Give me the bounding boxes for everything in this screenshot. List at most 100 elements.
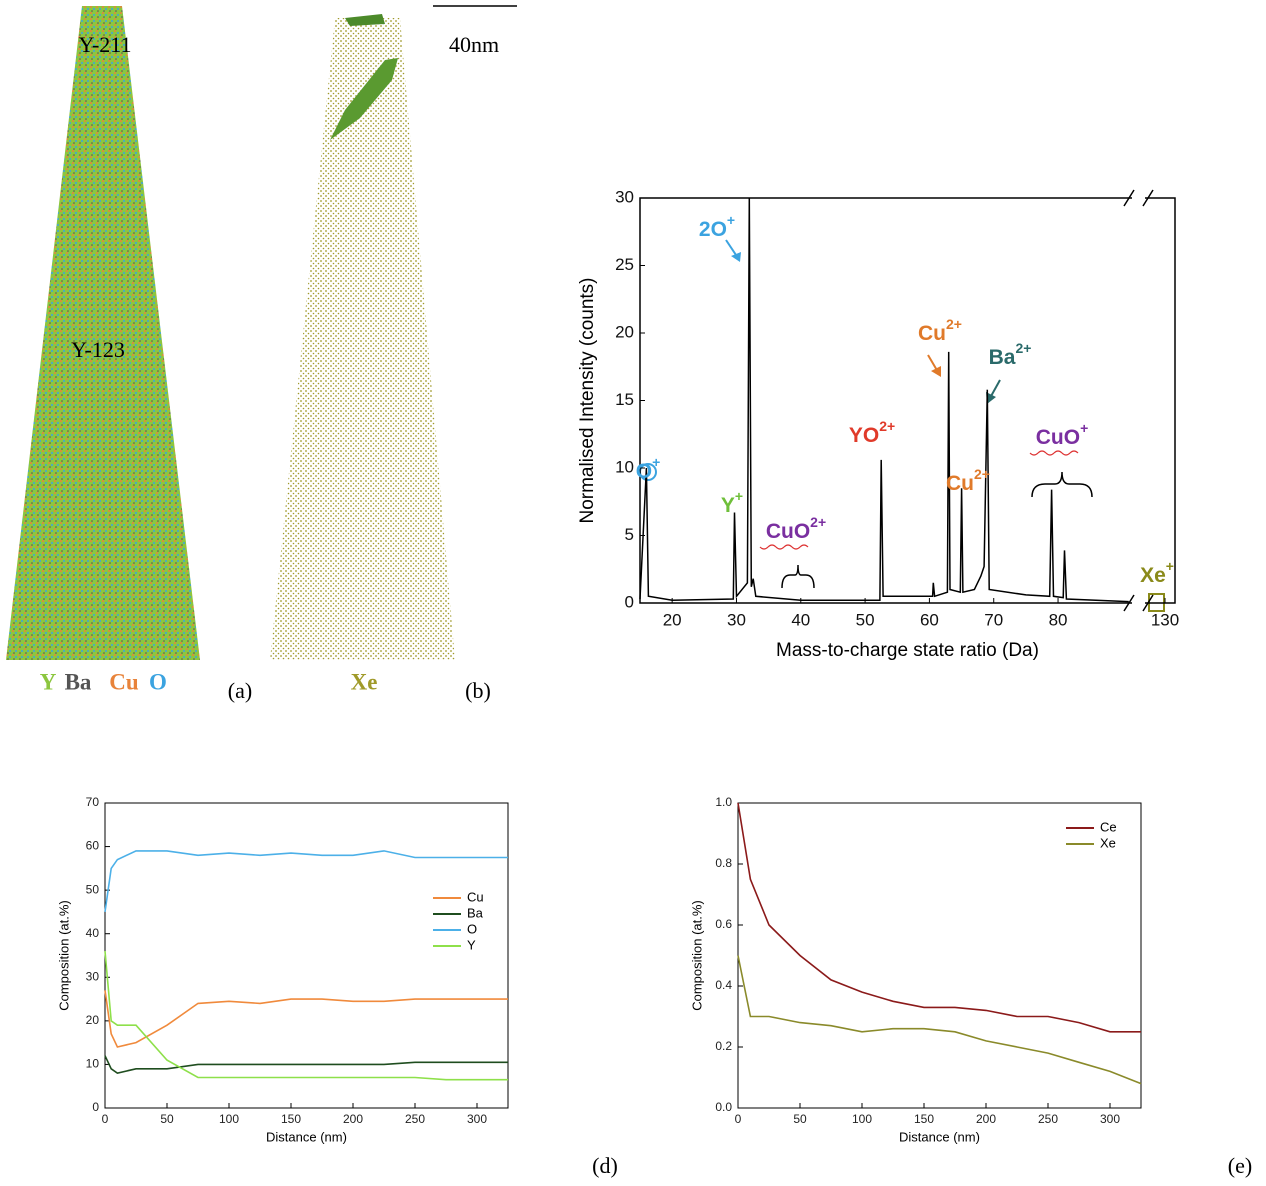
x-tick-label: 300 <box>467 1112 487 1126</box>
peak-charge: + <box>652 454 660 470</box>
peak-label: CuO2+ <box>766 514 826 543</box>
peak-charge: + <box>727 212 735 228</box>
y-tick-label: 0.6 <box>715 917 732 931</box>
peak-label: Cu2+ <box>918 316 962 345</box>
panel-tag: (a) <box>228 678 252 703</box>
isosurface <box>345 14 385 26</box>
x-tick-label: 200 <box>343 1112 363 1126</box>
chart: 0 50 100 150 200 250 300 0 10 20 30 40 50 60 70 Distanc… <box>56 795 509 1144</box>
x-tick-label: 0 <box>735 1112 742 1126</box>
series-line <box>104 990 508 1048</box>
peak-label: Xe+ <box>1140 558 1174 587</box>
y-axis-label: Composition (at.%) <box>689 900 704 1011</box>
legend-label: Cu <box>467 889 484 904</box>
peak-ion: O <box>636 460 652 483</box>
x-tick-label: 250 <box>1038 1112 1058 1126</box>
y-tick-label: 0 <box>625 592 634 611</box>
x-tick-label: 300 <box>1100 1112 1120 1126</box>
peak-charge: + <box>735 488 743 504</box>
peak-ion: Xe <box>1140 564 1166 587</box>
series-line <box>737 802 1141 1033</box>
series-line <box>737 955 1142 1085</box>
chart: 0 50 100 150 200 250 300 0.0 0.2 0.4 0.6 0.8 1.0 Dist… <box>689 795 1142 1144</box>
y-axis-label: Composition (at.%) <box>56 900 71 1011</box>
legend-entry: Y <box>40 669 57 694</box>
legend-label: Ce <box>1100 819 1117 834</box>
legend-entry: O <box>149 669 167 694</box>
x-tick-label: 50 <box>856 610 875 629</box>
y-tick-label: 1.0 <box>715 795 732 809</box>
peak-label: Y+ <box>721 488 743 517</box>
peak-label: O+ <box>636 454 661 483</box>
x-tick-label: 50 <box>160 1112 174 1126</box>
y-tick-label: 20 <box>615 322 634 341</box>
legend-label: Xe <box>1100 835 1116 850</box>
x-axis-label: Mass-to-charge state ratio (Da) <box>776 640 1039 661</box>
axis-frame <box>639 197 1176 604</box>
y-tick-label: 30 <box>86 969 100 983</box>
y-tick-label: 0.8 <box>715 856 732 870</box>
peak-ion: 2O <box>699 218 727 241</box>
peak-charge: + <box>1166 558 1174 574</box>
x-tick-label: 50 <box>793 1112 807 1126</box>
y-tick-label: 20 <box>86 1013 100 1027</box>
legend-label: Ba <box>467 905 484 920</box>
peak-ion: Cu <box>946 472 974 495</box>
isosurface <box>330 58 398 140</box>
legend-entry: Cu <box>109 669 139 694</box>
x-tick-label: 20 <box>663 610 682 629</box>
peak-charge: 2+ <box>946 316 962 332</box>
peak-label: CuO+ <box>1036 420 1089 449</box>
y-tick-label: 10 <box>615 457 634 476</box>
x-tick-label: 40 <box>791 610 810 629</box>
y-axis-label: Normalised Intensity (counts) <box>577 277 598 523</box>
y-tick-label: 30 <box>615 187 634 206</box>
x-axis-label: Distance (nm) <box>899 1129 980 1144</box>
x-tick-label: 150 <box>914 1112 934 1126</box>
x-tick-label: 0 <box>102 1112 109 1126</box>
x-tick-label: 150 <box>281 1112 301 1126</box>
y-tick-label: 0.0 <box>715 1100 732 1114</box>
region-label: Y-211 <box>79 32 132 57</box>
peak-ion: Ba <box>989 346 1016 369</box>
atom-map-a <box>6 6 200 660</box>
spectrum-line <box>640 198 1165 602</box>
peak-ion: Cu <box>918 322 946 345</box>
x-tick-label: 80 <box>1049 610 1068 629</box>
element-legend: Y Ba Cu O <box>40 669 167 694</box>
series-line <box>104 1055 508 1074</box>
y-tick-label: 0.4 <box>715 978 732 992</box>
x-tick-label: 60 <box>920 610 939 629</box>
y-tick-label: 0 <box>92 1100 99 1114</box>
x-tick-label: 70 <box>984 610 1003 629</box>
series-line <box>104 850 508 913</box>
x-tick-label: 100 <box>852 1112 872 1126</box>
element-legend: Xe <box>351 669 378 694</box>
x-tick-label: 30 <box>727 610 746 629</box>
peak-label: Cu2+ <box>946 466 990 495</box>
panel-tag: (b) <box>465 678 491 703</box>
y-tick-label: 70 <box>86 795 100 809</box>
panel-tag: (d) <box>592 1153 618 1178</box>
y-tick-label: 40 <box>86 926 100 940</box>
y-tick-label: 60 <box>86 839 100 853</box>
y-tick-label: 5 <box>625 525 634 544</box>
peak-ion: CuO <box>1036 426 1080 449</box>
y-tick-label: 0.2 <box>715 1039 732 1053</box>
peak-label: 2O+ <box>699 212 735 241</box>
atom-map-b <box>270 18 455 660</box>
legend-label: Y <box>467 937 476 952</box>
legend-entry: Ba <box>65 669 92 694</box>
peak-charge: 2+ <box>879 418 895 434</box>
x-tick-label: 200 <box>976 1112 996 1126</box>
x-tick-label: 100 <box>219 1112 239 1126</box>
y-tick-label: 25 <box>615 255 634 274</box>
scale-label: 40nm <box>449 32 499 57</box>
peak-label: YO2+ <box>849 418 895 447</box>
region-label: Y-123 <box>71 337 125 362</box>
axis-break <box>1123 189 1154 207</box>
peak-charge: 2+ <box>974 466 990 482</box>
y-tick-label: 15 <box>615 390 634 409</box>
peak-charge: + <box>1080 420 1088 436</box>
